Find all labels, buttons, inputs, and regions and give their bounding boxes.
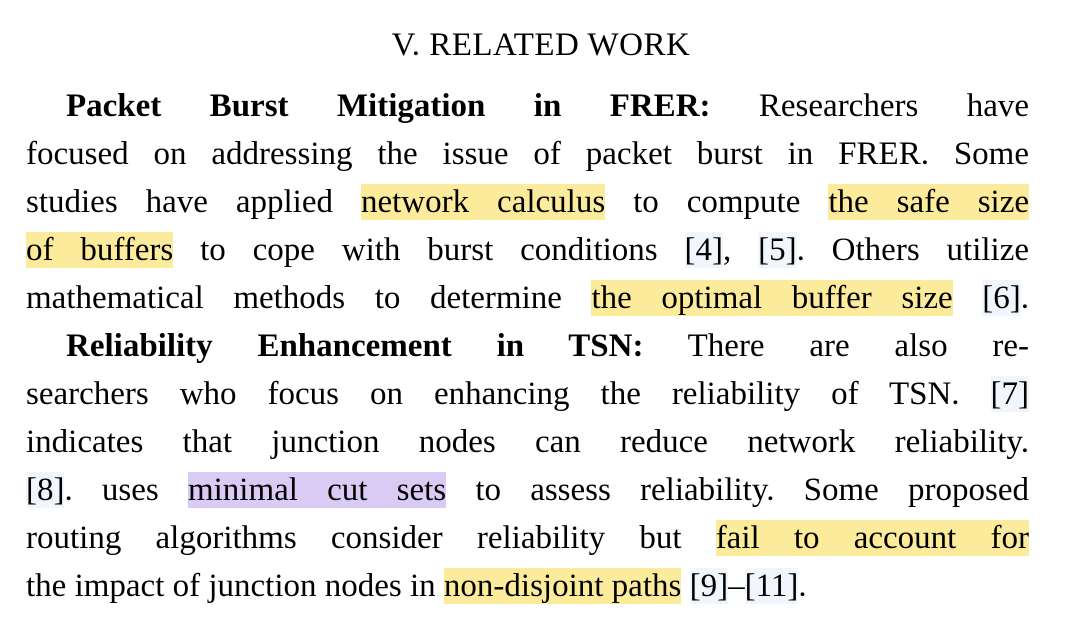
para1-title: Packet Burst Mitigation in FRER: (66, 88, 711, 124)
para2-line-3: indicates that junction nodes can reduce… (26, 421, 1029, 463)
text-span: to assess reliability. Some proposed (446, 472, 1029, 508)
citation-link-5[interactable]: [5] (758, 232, 797, 268)
citation-link-4[interactable]: [4] (684, 232, 723, 268)
highlight-network-calculus: network calculus (360, 184, 606, 220)
text-span: . Others utilize (796, 232, 1029, 268)
para1-line-4: of buffers to cope with burst conditions… (26, 229, 1029, 271)
highlight-minimal-cut-sets: minimal cut sets (187, 472, 447, 508)
section-heading: V. RELATED WORK (391, 27, 691, 63)
text-span: focused on addressing the issue of packe… (26, 136, 1029, 172)
citation-link-6[interactable]: [6] (982, 280, 1021, 316)
para2-line-5: routing algorithms consider reliability … (26, 517, 1029, 559)
highlight-of-buffers: of buffers (26, 232, 174, 268)
text-span: . (798, 568, 807, 604)
text-span: . uses (64, 472, 188, 508)
para2-line-6: the impact of junction nodes in non-disj… (26, 565, 1029, 607)
highlight-non-disjoint-paths: non-disjoint paths (443, 568, 682, 604)
text-span: studies have applied (26, 184, 361, 220)
text-span: to compute (605, 184, 829, 220)
text-span (953, 280, 983, 316)
text-span: . (1020, 280, 1029, 316)
text-span: searchers who focus on enhancing the rel… (26, 376, 991, 412)
text-span: to cope with burst conditions (173, 232, 685, 268)
highlight-optimal-buffer-size: the optimal buffer size (591, 280, 953, 316)
text-span: the impact of junction nodes in (26, 568, 444, 604)
para2-line-2: searchers who focus on enhancing the rel… (26, 373, 1029, 415)
highlight-fail-to-account: fail to account for (715, 520, 1029, 556)
para1-line-2: focused on addressing the issue of packe… (26, 133, 1029, 175)
text-span: routing algorithms consider reliability … (26, 520, 716, 556)
citation-link-8[interactable]: [8] (26, 472, 65, 508)
citation-link-7[interactable]: [7] (990, 376, 1029, 412)
citation-link-11[interactable]: [11] (744, 568, 799, 604)
text-span: There are also re- (643, 328, 1029, 364)
text-span: – (728, 568, 745, 604)
para1-line-5: mathematical methods to determine the op… (26, 277, 1029, 319)
citation-link-9[interactable]: [9] (689, 568, 729, 604)
para1-line-3: studies have applied network calculus to… (26, 181, 1029, 223)
text-span (681, 568, 689, 604)
highlight-safe-size: the safe size (828, 184, 1029, 220)
text-span: indicates that junction nodes can reduce… (26, 424, 1029, 460)
para2-title: Reliability Enhancement in TSN: (66, 328, 644, 364)
text-span: , (722, 232, 759, 268)
para1-line-1: Packet Burst Mitigation in FRER: Researc… (66, 85, 1029, 127)
para2-line-1: Reliability Enhancement in TSN: There ar… (66, 325, 1029, 367)
para2-line-4: [8]. uses minimal cut sets to assess rel… (26, 469, 1029, 511)
text-span: mathematical methods to determine (26, 280, 592, 316)
text-span: Researchers have (710, 88, 1029, 124)
